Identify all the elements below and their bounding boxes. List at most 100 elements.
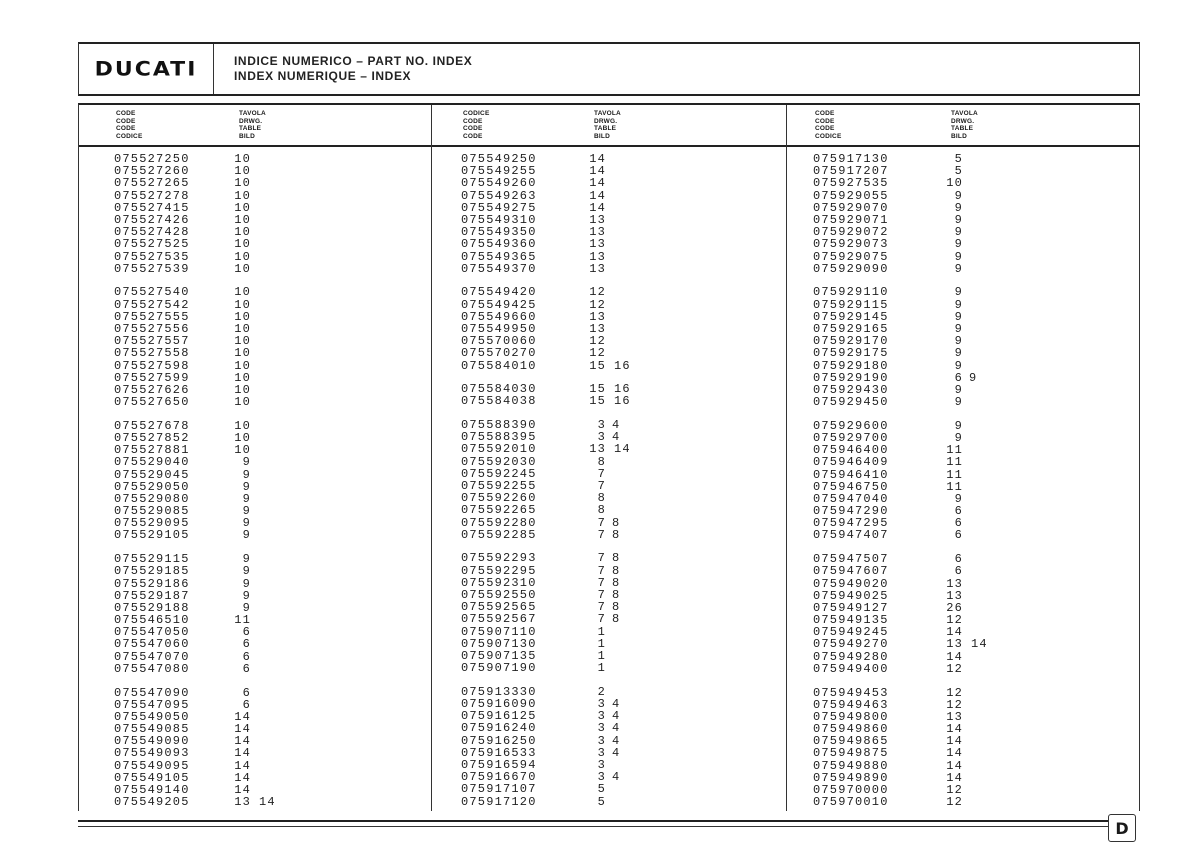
table-number: 10 [234,395,251,410]
part-code: 075527535 [114,249,190,264]
table-row: 075588395 3 4 [432,431,787,443]
table-number: 10 [234,370,251,385]
table-header: TAVOLA DRWG. TABLE BILD [239,110,266,140]
table-row: 075927535 10 [787,177,1140,189]
part-code: 075529080 [114,491,190,506]
table-row: 075529095 9 [79,517,431,529]
part-code: 075929600 [813,418,889,433]
table-number: 9 [242,600,251,615]
table-row: 075588390 3 4 [432,419,787,431]
table-number: 14 [946,625,963,640]
table-row: 075527525 10 [79,238,431,250]
part-code: 075916250 [461,733,537,748]
part-code: 075549050 [114,709,190,724]
table-row: 075917120 5 [432,795,787,807]
table-number: 10 [234,321,251,336]
table-row: 075527852 10 [79,432,431,444]
table-number: 9 [954,382,963,397]
table-number: 10 [234,309,251,324]
part-code: 075529186 [114,576,190,591]
table-number: 14 [234,758,251,773]
part-code: 075584030 [461,382,537,397]
table-row: 075949865 14 [787,735,1140,747]
table-row: 075584038 15 16 [432,395,787,407]
part-code: 075549090 [114,734,190,749]
table-row: 075949270 13 14 [787,638,1140,650]
table-row: 075549350 13 [432,226,787,238]
table-row: 075949135 12 [787,614,1140,626]
table-header-label: TAVOLA [951,110,978,117]
table-number: 8 [612,612,621,627]
table-number: 8 [612,515,621,530]
table-row: 075527598 10 [79,358,431,373]
table-number: 9 [954,297,963,312]
title-line-2: INDEX NUMERIQUE – INDEX [234,69,412,83]
table-row: 075592293 7 8 [432,552,787,564]
table-row: 075947295 6 [787,517,1140,529]
part-code: 075549950 [461,321,537,336]
table-row: 075549260 14 [432,177,787,189]
table-row: 075547080 6 [79,663,431,675]
part-code: 075592030 [461,454,537,469]
table-number: 9 [242,455,251,470]
table-number: 9 [242,576,251,591]
table-number: 14 [234,770,251,785]
table-row: 075570270 12 [432,347,787,359]
column-header: CODE CODE CODE CODICE TAVOLA DRWG. TABLE BILD [787,105,1140,147]
part-code: 075527539 [114,261,190,276]
table-number: 8 [612,588,621,602]
part-code: 075929180 [813,358,889,373]
table-row: 075547060 6 [79,638,431,650]
table-number: 10 [234,176,251,191]
table-row: 075546510 11 [79,614,431,626]
row-group: 075549420 12 075549425 12 075549660 13 0755499… [432,286,787,373]
row-group: 075527678 10 075527852 10 075527881 10 0755290… [79,420,431,542]
part-code: 075592260 [461,491,537,506]
table-row: 075949245 14 [787,626,1140,638]
table-row: 075916533 3 4 [432,747,787,759]
table-row: 075547095 6 [79,698,431,710]
table-row: 075529186 9 [79,576,431,591]
table-row: 075549660 13 [432,311,787,323]
table-row: 075529050 9 [79,480,431,492]
table-number: 9 [954,237,963,252]
part-code: 075549250 [461,152,537,166]
table-number: 12 [589,285,606,300]
part-code: 075916594 [461,757,537,772]
part-code: 075527426 [114,212,190,227]
table-row: 075584030 15 16 [432,383,787,395]
table-number: 12 [946,697,963,712]
part-code: 075529115 [114,552,190,567]
part-code: 075947290 [813,504,889,519]
table-row: 075549360 13 [432,238,787,250]
part-code: 075929075 [813,249,889,264]
part-code: 075946400 [813,443,889,458]
table-row: 075916240 3 4 [432,722,787,734]
ducati-logo-text: DUCATI [94,57,198,81]
part-code: 075929073 [813,237,889,252]
part-code: 075949453 [813,685,889,700]
part-code: 075527540 [114,285,190,300]
table-row: 075949860 14 [787,723,1140,735]
table-number: 4 [612,721,621,736]
part-code: 075970010 [813,795,889,810]
table-row: 075907110 1 [432,625,787,637]
table-row: 075929115 9 [787,297,1140,312]
table-number: 9 [954,334,963,349]
table-number: 10 [234,249,251,264]
table-number: 8 [612,575,621,590]
part-code: 075527542 [114,297,190,312]
table-number: 6 [242,685,251,700]
table-row: 075929190 6 9 [787,371,1140,383]
table-number: 10 [234,358,251,373]
part-code: 075527265 [114,176,190,191]
part-code: 075527599 [114,370,190,385]
table-row: 075549420 12 [432,286,787,298]
table-row: 075949400 12 [787,663,1140,675]
code-header-label: CODE [463,125,483,133]
table-header-label: TABLE [951,125,974,133]
part-code: 075547050 [114,625,190,640]
row-group: 075547090 6 075547095 6 075549050 14 075549085… [79,685,431,808]
table-number: 16 [614,358,631,373]
table-number: 9 [954,200,963,215]
